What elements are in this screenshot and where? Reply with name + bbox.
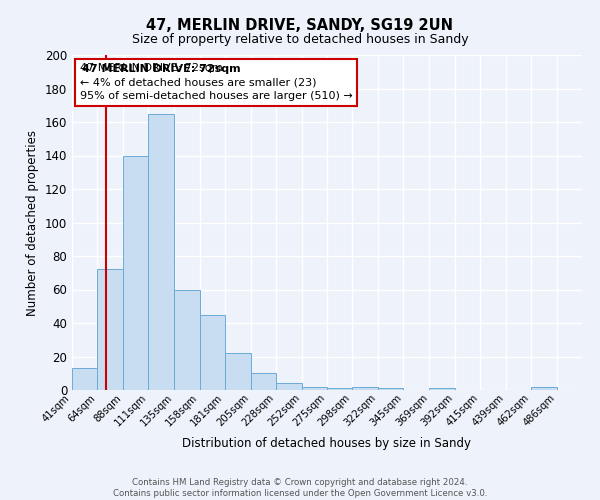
Bar [327, 388, 352, 390]
Bar [251, 373, 276, 390]
Text: 47 MERLIN DRIVE: 72sqm: 47 MERLIN DRIVE: 72sqm [82, 64, 241, 74]
Bar [97, 270, 123, 390]
Bar [276, 384, 302, 390]
Text: 47 MERLIN DRIVE: 72sqm
← 4% of detached houses are smaller (23)
95% of semi-deta: 47 MERLIN DRIVE: 72sqm ← 4% of detached … [80, 64, 352, 102]
Bar [72, 368, 97, 390]
Bar [200, 314, 224, 390]
Bar [352, 386, 378, 390]
Bar [430, 388, 455, 390]
Y-axis label: Number of detached properties: Number of detached properties [26, 130, 39, 316]
Text: 47, MERLIN DRIVE, SANDY, SG19 2UN: 47, MERLIN DRIVE, SANDY, SG19 2UN [146, 18, 454, 32]
Bar [378, 388, 403, 390]
Bar [148, 114, 175, 390]
Bar [531, 386, 557, 390]
Text: Contains HM Land Registry data © Crown copyright and database right 2024.
Contai: Contains HM Land Registry data © Crown c… [113, 478, 487, 498]
Text: Size of property relative to detached houses in Sandy: Size of property relative to detached ho… [131, 32, 469, 46]
Bar [123, 156, 148, 390]
X-axis label: Distribution of detached houses by size in Sandy: Distribution of detached houses by size … [182, 436, 472, 450]
Bar [224, 353, 251, 390]
Bar [302, 386, 327, 390]
Bar [175, 290, 200, 390]
